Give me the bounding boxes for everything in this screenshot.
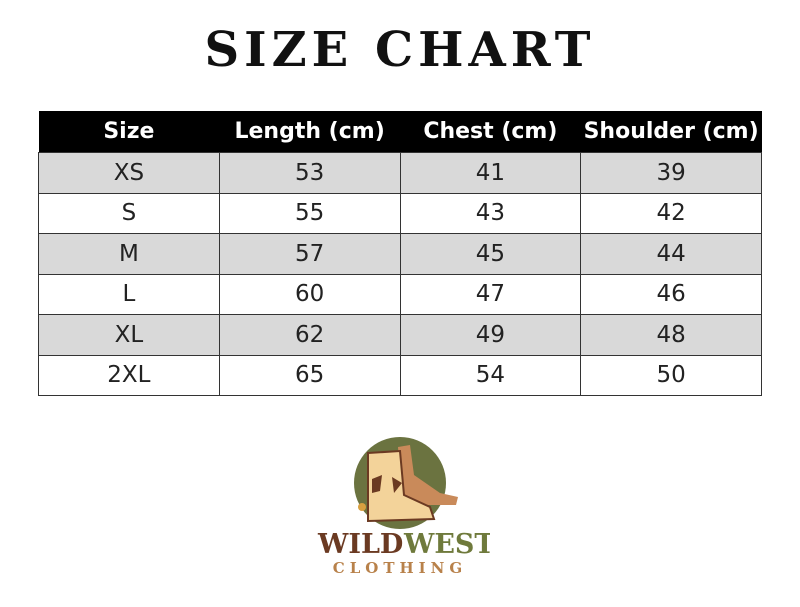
table-cell: 53 (218, 152, 401, 194)
table-cell: 45 (399, 233, 582, 275)
table-cell: 62 (218, 314, 401, 356)
table-cell: 55 (218, 192, 401, 234)
table-cell: 44 (580, 233, 762, 275)
table-cell: 54 (399, 354, 582, 396)
logo-wild: WILD (317, 529, 403, 560)
table-cell: 49 (399, 314, 582, 356)
table-cell: 48 (580, 314, 762, 356)
spur-icon (358, 503, 366, 511)
header-shoulder: Shoulder (cm) (580, 111, 762, 153)
logo-tagline: CLOTHING (333, 559, 467, 577)
table-header-row: Size Length (cm) Chest (cm) Shoulder (cm… (38, 111, 762, 153)
table-row: XS 53 41 39 (38, 152, 762, 194)
header-size: Size (38, 111, 220, 153)
wild-west-logo: WILD WEST CLOTHING (317, 437, 490, 577)
table-row: 2XL 65 54 50 (38, 354, 762, 396)
table-row: M 57 45 44 (38, 233, 762, 275)
logo-west: WEST (403, 529, 490, 560)
brown-boot-icon (398, 445, 458, 505)
table-cell: 47 (399, 273, 582, 315)
table-cell: 50 (580, 354, 762, 396)
table-row: S 55 43 42 (38, 192, 762, 234)
size-chart-table: Size Length (cm) Chest (cm) Shoulder (cm… (38, 111, 762, 396)
table-cell: 39 (580, 152, 762, 194)
table-cell: XS (38, 152, 220, 194)
cream-boot-icon (367, 449, 436, 523)
table-cell: 43 (399, 192, 582, 234)
header-length: Length (cm) (219, 111, 400, 153)
header-chest: Chest (cm) (400, 111, 581, 153)
table-cell: S (38, 192, 220, 234)
table-cell: L (38, 273, 220, 315)
table-row: XL 62 49 48 (38, 314, 762, 356)
table-row: L 60 47 46 (38, 273, 762, 315)
page-title: SIZE CHART (204, 22, 596, 78)
table-cell: M (38, 233, 220, 275)
table-cell: 42 (580, 192, 762, 234)
table-cell: 2XL (38, 354, 220, 396)
table-cell: 46 (580, 273, 762, 315)
table-cell: 57 (218, 233, 401, 275)
table-cell: XL (38, 314, 220, 356)
table-cell: 41 (399, 152, 582, 194)
table-cell: 60 (218, 273, 401, 315)
table-cell: 65 (218, 354, 401, 396)
